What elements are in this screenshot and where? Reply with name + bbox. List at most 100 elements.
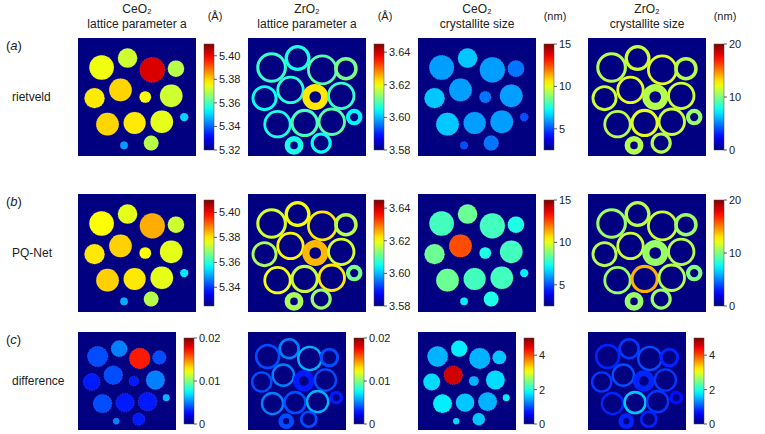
- particle-shell: [655, 369, 676, 390]
- particle-shell: [613, 365, 634, 386]
- particle-core: [473, 413, 485, 425]
- particle-shell: [676, 215, 696, 235]
- particle-core: [133, 413, 145, 425]
- particle-core: [436, 269, 459, 292]
- particle-shell: [636, 373, 652, 389]
- panel: 3.583.603.623.64: [248, 194, 410, 312]
- row-label: difference: [12, 374, 65, 388]
- particle-shell: [265, 111, 290, 136]
- map: [418, 332, 516, 430]
- particle-core: [144, 292, 159, 307]
- column-subtitle: lattice parameter a: [87, 17, 187, 31]
- particle-shell: [659, 265, 684, 290]
- particle-shell: [308, 212, 336, 240]
- particle-shell: [306, 244, 325, 263]
- map: [588, 332, 686, 430]
- particle-shell: [287, 295, 300, 308]
- panel: 024: [418, 332, 545, 430]
- particle-core: [113, 418, 119, 424]
- particle-core: [451, 341, 467, 357]
- column-title: CeO₂: [122, 2, 152, 16]
- map-background: [248, 332, 346, 430]
- particle-core: [89, 211, 114, 236]
- particle-shell: [292, 266, 317, 291]
- colorbar-tick-label: 3.62: [389, 235, 410, 247]
- particle-core: [89, 55, 114, 80]
- particle-core: [479, 247, 491, 259]
- colorbar-tick-label: 5.36: [219, 97, 240, 109]
- particle-shell: [315, 369, 336, 390]
- colorbar-tick-label: 20: [729, 194, 741, 206]
- particle-shell: [618, 233, 643, 258]
- map-background: [78, 194, 196, 312]
- particle-shell: [253, 87, 276, 110]
- colorbar: [524, 338, 534, 424]
- colorbar-tick: [554, 200, 557, 201]
- colorbar-tick-label: 2: [709, 384, 715, 396]
- particle-shell: [621, 416, 632, 427]
- colorbar-unit: (Å): [378, 10, 393, 22]
- particle-core: [427, 346, 447, 366]
- particle-core: [168, 216, 185, 233]
- column-title: ZrO₂: [294, 2, 320, 16]
- particle-shell: [618, 77, 643, 102]
- colorbar-tick: [364, 338, 367, 339]
- particle-core: [129, 376, 139, 386]
- particle-core: [120, 142, 128, 150]
- column-subtitle: crystallite size: [610, 17, 685, 31]
- colorbar-tick-label: 20: [729, 38, 741, 50]
- particle-core: [111, 341, 127, 357]
- map-background: [78, 332, 176, 430]
- particle-shell: [661, 349, 678, 366]
- colorbar-tick-label: 0.02: [369, 332, 390, 344]
- particle-core: [444, 366, 463, 385]
- particle-core: [180, 113, 188, 121]
- colorbar-tick: [724, 306, 727, 307]
- particle-shell: [273, 365, 294, 386]
- colorbar-tick: [214, 237, 217, 238]
- panel: CeO₂lattice parameter a(a)rietveld5.325.…: [6, 2, 240, 156]
- particle-core: [484, 136, 499, 151]
- colorbar: [204, 200, 214, 306]
- particle-core: [104, 366, 123, 385]
- particle-core: [96, 269, 119, 292]
- particle-core: [436, 113, 459, 136]
- particle-shell: [319, 265, 344, 290]
- colorbar-tick: [384, 240, 387, 241]
- particle-core: [480, 57, 505, 82]
- colorbar-tick: [554, 86, 557, 87]
- colorbar-tick: [724, 44, 727, 45]
- particle-core: [139, 91, 151, 103]
- colorbar-tick: [384, 117, 387, 118]
- colorbar-tick: [214, 262, 217, 263]
- colorbar-tick: [214, 287, 217, 288]
- particle-core: [160, 84, 183, 107]
- particle-shell: [638, 347, 661, 370]
- colorbar-tick-label: 5.32: [219, 144, 240, 156]
- particle-core: [150, 110, 173, 133]
- particle-shell: [659, 109, 684, 134]
- particle-shell: [592, 372, 611, 391]
- particle-core: [500, 240, 523, 263]
- map-background: [248, 38, 366, 156]
- particle-shell: [668, 239, 693, 264]
- figure: CeO₂lattice parameter a(a)rietveld5.325.…: [0, 0, 765, 434]
- particle-core: [124, 112, 146, 134]
- panel: ZrO₂lattice parameter a3.583.603.623.64(…: [248, 2, 410, 156]
- map-background: [588, 194, 706, 312]
- colorbar-tick-label: 5.38: [219, 73, 240, 85]
- particle-shell: [312, 290, 330, 308]
- particle-shell: [286, 203, 309, 226]
- colorbar-tick-label: 0: [729, 300, 735, 312]
- colorbar-tick-label: 3.60: [389, 111, 410, 123]
- map: [248, 38, 366, 156]
- particle-shell: [262, 393, 283, 414]
- colorbar-tick: [534, 389, 537, 390]
- colorbar-tick-label: 3.64: [389, 202, 410, 214]
- colorbar-tick: [364, 381, 367, 382]
- particle-core: [138, 392, 157, 411]
- map: [248, 194, 366, 312]
- particle-shell: [286, 47, 309, 70]
- colorbar-tick-label: 0: [199, 418, 205, 430]
- particle-core: [433, 394, 452, 413]
